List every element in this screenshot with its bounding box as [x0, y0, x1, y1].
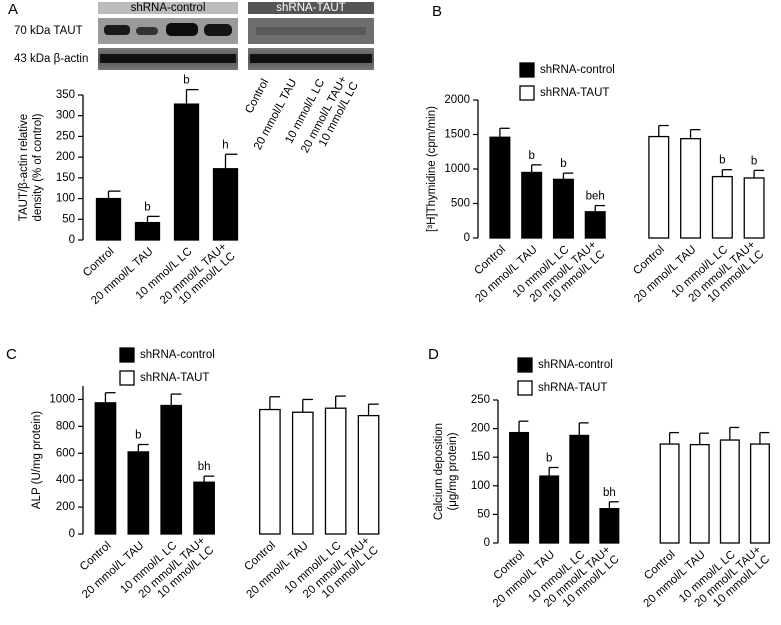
blot-header: shRNA-TAUT — [276, 2, 345, 14]
panel-label: C — [6, 346, 17, 363]
annotation: b — [144, 201, 150, 213]
bar — [173, 103, 200, 241]
bar — [193, 481, 215, 535]
y-tick-label: 0 — [69, 528, 75, 540]
y-tick-label: 400 — [56, 474, 75, 486]
y-tick-label: 250 — [56, 130, 75, 142]
bar — [749, 443, 770, 544]
annotation: b — [719, 155, 725, 167]
legend-swatch — [517, 380, 533, 396]
annotation: b — [560, 158, 566, 170]
annotation: bh — [603, 487, 616, 499]
y-tick-label: 1000 — [444, 163, 470, 175]
bar — [599, 508, 620, 544]
y-axis-label: density (% of control) — [32, 113, 44, 221]
y-tick-label: 600 — [56, 447, 75, 459]
bar — [212, 168, 239, 241]
legend-swatch — [517, 357, 533, 373]
y-axis-label: (μg/mg protein) — [447, 432, 459, 510]
legend-label: shRNA-control — [540, 64, 615, 76]
lane-label: Control — [243, 77, 271, 115]
bar — [584, 211, 606, 239]
legend-label: shRNA-TAUT — [538, 382, 607, 394]
y-tick-label: 350 — [56, 89, 75, 101]
annotation: h — [222, 139, 228, 151]
legend-swatch — [519, 85, 535, 101]
bar — [324, 407, 347, 535]
annotation: beh — [586, 191, 605, 203]
x-tick-label: 20 mmol/L TAU+10 mmol/L LC — [158, 241, 238, 316]
y-tick-label: 200 — [471, 423, 490, 435]
bar — [259, 408, 281, 535]
blot-row-label: 43 kDa β-actin — [14, 53, 88, 65]
y-tick-label: 1000 — [49, 393, 75, 405]
bar — [134, 221, 161, 241]
y-tick-label: 0 — [484, 537, 490, 549]
bar — [719, 439, 740, 544]
y-tick-label: 100 — [56, 193, 75, 205]
y-tick-label: 0 — [69, 234, 75, 246]
y-axis-label: [³H]Thymidine (cpm/min) — [426, 106, 438, 232]
y-tick-label: 300 — [56, 110, 75, 122]
y-axis-label: Calcium deposition — [433, 423, 445, 520]
blot-row-label: 70 kDa TAUT — [14, 25, 83, 37]
y-tick-label: 250 — [471, 394, 490, 406]
y-axis-label: ALP (U/mg protein) — [31, 411, 43, 509]
annotation: b — [135, 430, 141, 442]
bar — [539, 475, 560, 544]
annotation: b — [183, 75, 189, 87]
annotation: b — [751, 155, 757, 167]
bar — [291, 411, 314, 535]
y-tick-label: 500 — [451, 198, 470, 210]
bar — [552, 178, 574, 239]
bar — [489, 136, 511, 239]
y-tick-label: 200 — [56, 501, 75, 513]
bar — [95, 197, 122, 241]
y-axis-label: TAUT/β-actin relative — [18, 114, 30, 221]
western-blot — [98, 2, 374, 70]
annotation: b — [546, 453, 552, 465]
y-tick-label: 800 — [56, 420, 75, 432]
y-tick-label: 1500 — [444, 129, 470, 141]
bar — [94, 402, 117, 535]
y-tick-label: 150 — [471, 451, 490, 463]
y-tick-label: 150 — [56, 172, 75, 184]
legend-label: shRNA-control — [538, 359, 613, 371]
legend-label: shRNA-TAUT — [140, 372, 209, 384]
bar — [509, 431, 530, 544]
legend-label: shRNA-TAUT — [540, 87, 609, 99]
bar — [648, 135, 670, 239]
blot-header: shRNA-control — [131, 2, 206, 14]
legend-swatch — [119, 347, 135, 363]
y-tick-label: 200 — [56, 151, 75, 163]
annotation: bh — [198, 461, 211, 473]
panel-label: B — [432, 3, 442, 20]
panel-label: D — [428, 346, 439, 363]
bar — [521, 171, 543, 239]
bar — [160, 404, 183, 535]
bar — [711, 175, 733, 239]
bar — [680, 137, 702, 239]
y-tick-label: 100 — [471, 480, 490, 492]
bar — [127, 451, 150, 535]
panel-label: A — [8, 1, 18, 18]
annotation: b — [528, 150, 534, 162]
legend-label: shRNA-control — [140, 349, 215, 361]
bar — [357, 414, 380, 535]
y-tick-label: 50 — [62, 213, 75, 225]
bar — [689, 443, 710, 544]
bar — [743, 177, 765, 239]
bar — [659, 443, 680, 544]
y-tick-label: 2000 — [444, 94, 470, 106]
legend-swatch — [119, 370, 135, 386]
x-tick-label: Control — [81, 246, 117, 280]
bar — [569, 434, 590, 544]
legend-swatch — [519, 62, 535, 78]
y-tick-label: 0 — [464, 232, 470, 244]
y-tick-label: 50 — [477, 508, 490, 520]
